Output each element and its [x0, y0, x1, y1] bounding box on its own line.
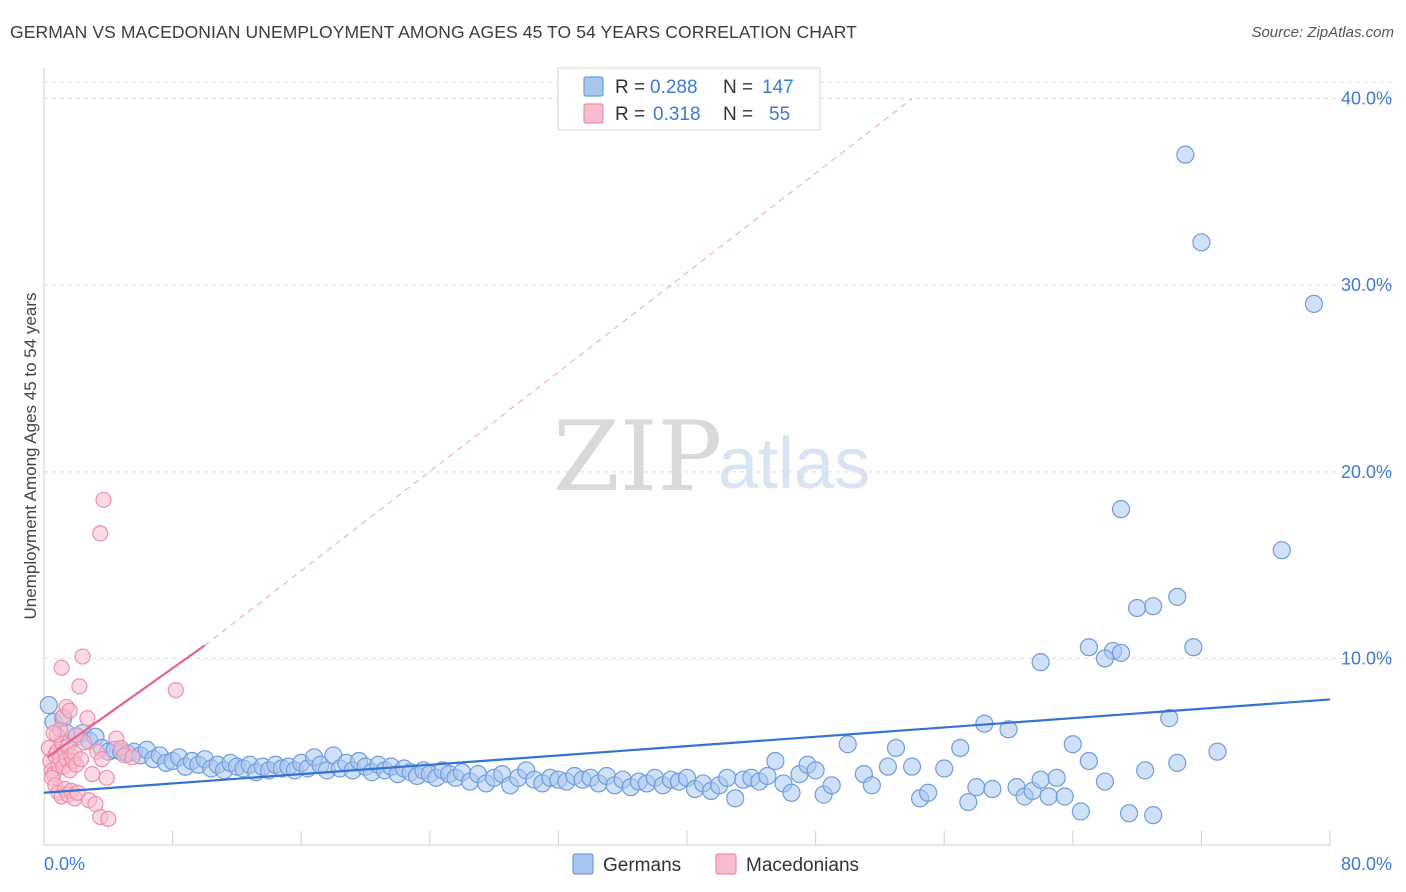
- source-label: Source: ZipAtlas.com: [1251, 24, 1394, 41]
- point-germans-114: [878, 757, 898, 776]
- y-tick-label-10: 10.0%: [1341, 648, 1392, 668]
- point-macedonians-48: [124, 749, 141, 766]
- point-germans-145: [1192, 233, 1211, 252]
- stats-r-label-macedonians: R =: [615, 104, 645, 125]
- point-germans-153: [1184, 638, 1203, 657]
- point-germans-140: [1136, 761, 1155, 780]
- point-germans-102: [758, 766, 777, 786]
- point-germans-142: [1160, 709, 1179, 728]
- point-macedonians-53: [167, 682, 184, 699]
- point-germans-151: [1272, 541, 1291, 560]
- point-macedonians-44: [93, 751, 110, 768]
- point-macedonians-42: [100, 810, 117, 827]
- point-germans-131: [1047, 768, 1066, 787]
- point-germans-136: [1095, 772, 1115, 791]
- legend-swatch-macedonians: [715, 853, 737, 875]
- point-germans-105: [782, 783, 801, 802]
- stats-r-value-germans: 0.288: [650, 77, 698, 98]
- point-germans-132: [1055, 787, 1074, 806]
- point-germans-115: [886, 738, 906, 758]
- legend-swatch-germans: [572, 853, 594, 875]
- point-germans-118: [919, 783, 938, 802]
- point-macedonians-54: [98, 769, 115, 786]
- point-macedonians-38: [74, 648, 91, 665]
- y-tick-label-30: 30.0%: [1341, 275, 1392, 295]
- point-macedonians-39: [53, 659, 70, 676]
- point-germans-116: [902, 757, 922, 776]
- point-germans-125: [999, 720, 1018, 739]
- point-germans-135: [1079, 751, 1098, 771]
- point-macedonians-51: [92, 525, 109, 542]
- point-germans-0: [39, 695, 58, 715]
- chart-title: GERMAN VS MACEDONIAN UNEMPLOYMENT AMONG …: [10, 22, 857, 42]
- point-germans-129: [1031, 770, 1050, 789]
- point-germans-141: [1144, 806, 1163, 825]
- watermark-atlas: atlas: [718, 424, 870, 504]
- point-germans-152: [1304, 294, 1324, 314]
- x-tick-label-max: 80.0%: [1341, 854, 1392, 874]
- point-germans-98: [726, 789, 745, 808]
- point-germans-148: [1144, 597, 1163, 616]
- point-macedonians-29: [79, 710, 96, 727]
- point-germans-97: [718, 768, 737, 787]
- point-macedonians-27: [72, 751, 90, 768]
- point-germans-103: [766, 751, 785, 771]
- stats-r-value-macedonians: 0.318: [653, 104, 701, 125]
- y-tick-labels: 10.0% 20.0% 30.0% 40.0%: [1341, 89, 1392, 669]
- trend-line-germans: [43, 698, 1331, 794]
- trend-line-macedonians: [46, 644, 206, 759]
- point-germans-113: [862, 776, 881, 795]
- point-germans-124: [983, 779, 1002, 799]
- point-germans-120: [951, 738, 970, 758]
- point-macedonians-52: [95, 491, 112, 508]
- point-germans-122: [967, 778, 986, 797]
- legend-label-germans: Germans: [603, 855, 681, 876]
- trend-extension-macedonians: [204, 98, 913, 646]
- stats-r-label-germans: R =: [615, 77, 645, 98]
- point-macedonians-50: [87, 795, 104, 813]
- point-germans-156: [1095, 649, 1115, 668]
- watermark-zip: ZIP: [553, 401, 722, 513]
- point-germans-138: [1111, 643, 1131, 662]
- trend-lines: [43, 98, 1331, 794]
- point-germans-130: [1039, 787, 1058, 806]
- stats-n-value-macedonians: 55: [769, 104, 790, 125]
- point-macedonians-34: [61, 702, 78, 719]
- stats-n-value-germans: 147: [762, 77, 794, 98]
- y-tick-label-40: 40.0%: [1341, 89, 1392, 109]
- point-germans-133: [1063, 735, 1082, 754]
- legend-label-macedonians: Macedonians: [746, 855, 859, 876]
- point-germans-121: [959, 792, 978, 812]
- point-germans-119: [935, 759, 954, 778]
- gridlines: [44, 81, 1392, 659]
- point-germans-146: [1208, 742, 1227, 761]
- point-germans-143: [1168, 753, 1187, 773]
- point-macedonians-35: [45, 724, 62, 742]
- point-macedonians-40: [84, 765, 101, 783]
- point-germans-110: [822, 776, 841, 795]
- point-macedonians-37: [71, 678, 88, 695]
- x-tick-label-min: 0.0%: [44, 854, 85, 874]
- point-germans-150: [1111, 500, 1131, 519]
- scatter-points: [39, 145, 1324, 827]
- point-germans-147: [1031, 653, 1050, 672]
- series-legend: Germans Macedonians: [572, 853, 859, 876]
- stats-legend: R = 0.288 N = 147 R = 0.318 N = 55: [557, 67, 821, 131]
- point-germans-155: [1079, 638, 1098, 657]
- x-axis-ticks: [43, 831, 1331, 845]
- stats-n-label-germans: N =: [723, 77, 753, 98]
- y-axis-label: Unemployment Among Ages 45 to 54 years: [21, 293, 40, 620]
- point-germans-154: [1127, 598, 1147, 618]
- point-germans-134: [1071, 802, 1090, 821]
- y-tick-label-20: 20.0%: [1341, 462, 1392, 482]
- stats-swatch-macedonians: [583, 103, 604, 124]
- point-germans-108: [806, 761, 825, 780]
- stats-n-label-macedonians: N =: [723, 104, 753, 125]
- point-germans-139: [1119, 804, 1139, 823]
- stats-swatch-germans: [583, 76, 604, 97]
- point-germans-149: [1168, 587, 1187, 606]
- point-germans-111: [838, 735, 857, 754]
- point-germans-144: [1176, 145, 1195, 164]
